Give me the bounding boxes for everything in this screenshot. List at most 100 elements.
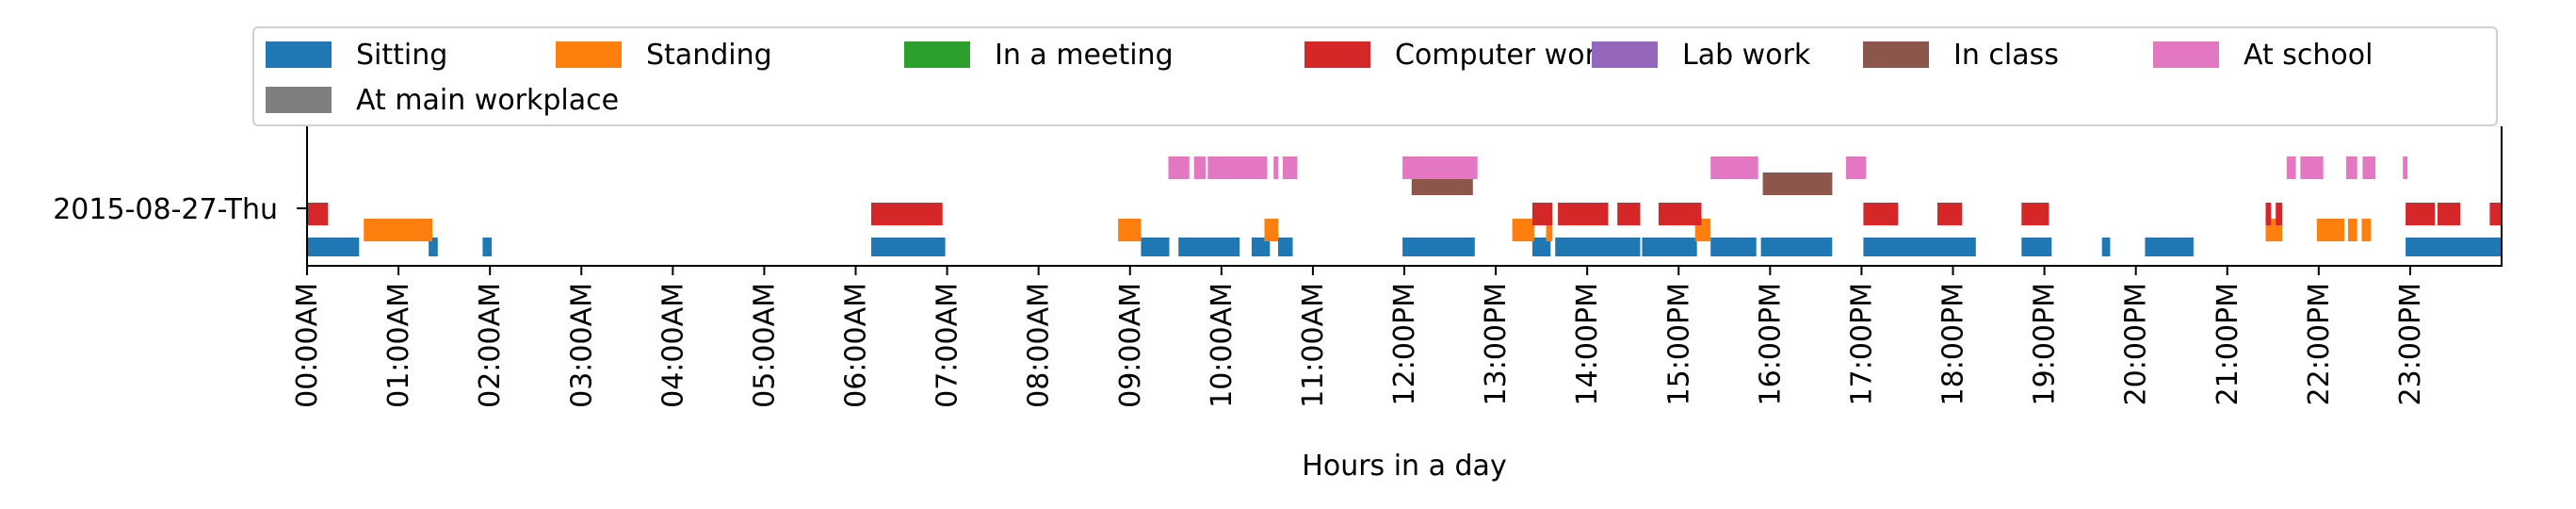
bar-at-school-2 [1207, 156, 1268, 179]
bar-sitting-13 [1760, 238, 1833, 256]
x-tick-label: 16:00PM [1754, 283, 1787, 405]
x-tick-label: 07:00AM [932, 283, 964, 408]
bar-sitting-10 [1555, 238, 1641, 256]
bar-at-school-6 [1710, 156, 1758, 179]
bar-sitting-7 [1278, 238, 1293, 256]
x-tick-label: 05:00AM [748, 283, 781, 408]
legend-swatch [2153, 41, 2219, 68]
bar-standing-2 [1264, 219, 1279, 241]
bar-at-school-9 [2300, 156, 2324, 179]
bar-sitting-17 [2145, 238, 2194, 256]
bar-sitting-2 [482, 238, 493, 256]
legend-item-in-class: In class [1863, 36, 2059, 74]
x-tick-label: 19:00PM [2029, 283, 2062, 405]
bar-at-school-5 [1402, 156, 1478, 179]
bar-sitting-0 [307, 238, 360, 256]
x-tick-label: 11:00AM [1297, 283, 1330, 408]
legend-label: At school [2244, 38, 2373, 72]
x-tick-label: 14:00PM [1571, 283, 1604, 405]
x-tick-label: 08:00AM [1023, 283, 1056, 408]
bar-computer-work-0 [307, 203, 329, 225]
bar-in-class-1 [1762, 172, 1833, 195]
bar-standing-4 [1546, 219, 1553, 241]
bar-at-school-1 [1193, 156, 1207, 179]
bar-computer-work-10 [2276, 203, 2282, 225]
x-tick-label: 10:00AM [1206, 283, 1239, 408]
bar-computer-work-2 [1531, 203, 1553, 225]
bar-at-school-4 [1282, 156, 1298, 179]
series-computer-work [307, 203, 2502, 225]
bar-at-school-10 [2346, 156, 2357, 179]
bar-sitting-9 [1531, 238, 1551, 256]
legend-label: Lab work [1682, 38, 1811, 72]
bar-computer-work-6 [1863, 203, 1899, 225]
legend-item-computer-work: Computer work [1304, 36, 1612, 74]
x-tick-label: 13:00PM [1480, 283, 1513, 405]
bar-computer-work-11 [2406, 203, 2436, 225]
series-standing [364, 219, 2372, 241]
bar-sitting-14 [1863, 238, 1976, 256]
legend-item-standing: Standing [556, 36, 772, 74]
bar-computer-work-1 [871, 203, 943, 225]
bar-standing-8 [2347, 219, 2357, 241]
x-tick-label: 18:00PM [1937, 283, 1970, 405]
x-tick-label: 15:00PM [1662, 283, 1695, 405]
x-tick-label: 17:00PM [1845, 283, 1878, 405]
x-ticks: 00:00AM 01:00AM 02:00AM 03:00AM 04:00AM 05:00… [291, 266, 2427, 408]
bar-computer-work-7 [1937, 203, 1963, 225]
bar-computer-work-13 [2489, 203, 2502, 225]
x-tick-label: 01:00AM [382, 283, 415, 408]
x-tick-label: 00:00AM [291, 283, 324, 408]
x-tick-label: 22:00PM [2303, 283, 2336, 405]
legend-label: Standing [646, 38, 772, 72]
legend-label: Computer work [1395, 38, 1613, 72]
legend-item-lab-work: Lab work [1592, 36, 1810, 74]
bar-standing-9 [2361, 219, 2372, 241]
legend-swatch [266, 87, 332, 113]
legend-swatch [1304, 41, 1370, 68]
bar-standing-7 [2316, 219, 2344, 241]
x-tick-label: 04:00AM [656, 283, 689, 408]
bar-at-school-3 [1273, 156, 1279, 179]
bar-at-school-0 [1168, 156, 1190, 179]
bar-sitting-15 [2021, 238, 2052, 256]
bar-at-school-7 [1845, 156, 1867, 179]
bar-sitting-16 [2101, 238, 2111, 256]
bar-computer-work-5 [1658, 203, 1702, 225]
legend-swatch [1592, 41, 1658, 68]
bar-sitting-4 [1141, 238, 1170, 256]
x-tick-label: 03:00AM [565, 283, 598, 408]
bar-computer-work-8 [2021, 203, 2049, 225]
bar-sitting-3 [871, 238, 946, 256]
legend-label: In class [1953, 38, 2059, 72]
legend-item-sitting: Sitting [266, 36, 447, 74]
x-tick-label: 02:00AM [474, 283, 507, 408]
bar-at-school-8 [2286, 156, 2296, 179]
bar-sitting-6 [1251, 238, 1271, 256]
x-tick-label: 06:00AM [840, 283, 873, 408]
legend-label: At main workplace [356, 83, 620, 117]
bar-at-school-12 [2403, 156, 2408, 179]
legend-swatch [1863, 41, 1929, 68]
legend-item-in-a-meeting: In a meeting [904, 36, 1174, 74]
legend-item-at-school: At school [2153, 36, 2373, 74]
bar-at-school-11 [2362, 156, 2375, 179]
series-sitting [307, 238, 2502, 256]
legend-label: In a meeting [995, 38, 1174, 72]
x-axis-label: Hours in a day [1302, 450, 1506, 483]
bar-computer-work-12 [2438, 203, 2461, 225]
x-tick-label: 12:00PM [1388, 283, 1421, 405]
bar-sitting-5 [1178, 238, 1240, 256]
bar-sitting-18 [2406, 238, 2502, 256]
legend-item-at-main-workplace: At main workplace [266, 81, 619, 119]
series-at-school [1168, 156, 2408, 179]
bar-standing-0 [364, 219, 432, 241]
activity-bars [307, 156, 2502, 256]
x-tick-label: 23:00PM [2394, 283, 2427, 405]
legend-swatch [556, 41, 622, 68]
bar-standing-1 [1118, 219, 1142, 241]
legend-swatch [266, 41, 332, 68]
legend-swatch [904, 41, 970, 68]
row-label: 2015-08-27-Thu [53, 193, 278, 226]
